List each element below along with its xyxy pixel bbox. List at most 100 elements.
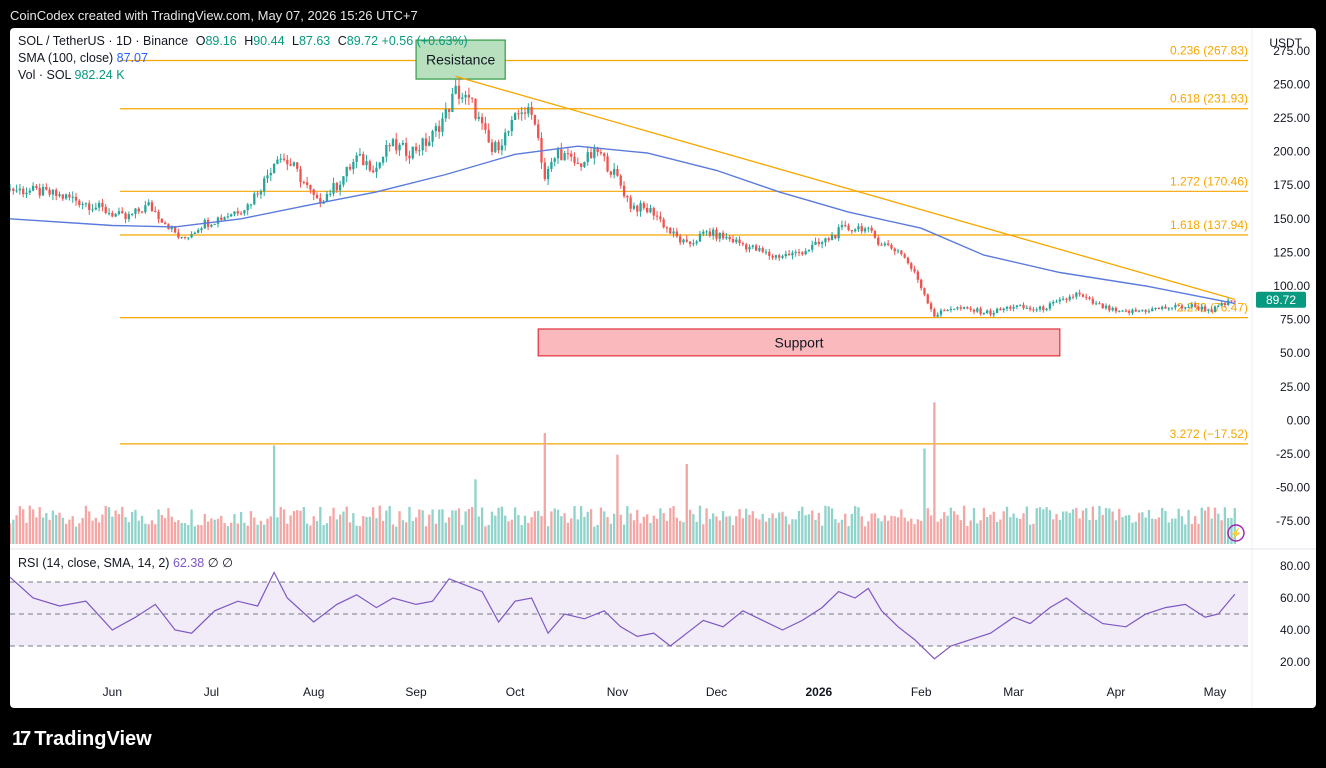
volume-bar xyxy=(279,507,282,544)
volume-bar xyxy=(956,514,959,544)
volume-bar xyxy=(309,525,312,544)
chart-frame[interactable]: 275.00 250.00 225.00 200.00 175.00 150.00 125.… xyxy=(10,28,1316,708)
candle-body xyxy=(758,248,761,251)
candle-body xyxy=(649,208,652,213)
candle-body xyxy=(365,161,368,166)
volume-bar xyxy=(10,523,12,544)
volume-bar xyxy=(880,521,883,544)
volume-bar xyxy=(226,526,230,544)
chart-canvas[interactable]: 275.00 250.00 225.00 200.00 175.00 150.00 125.… xyxy=(10,28,1316,708)
candle-body xyxy=(223,217,226,220)
candle-body xyxy=(266,175,269,179)
volume-bar xyxy=(140,515,144,544)
volume-bar xyxy=(764,521,768,544)
x-tick-label: Jun xyxy=(103,685,122,699)
candle-body xyxy=(157,211,160,220)
sma-line[interactable] xyxy=(10,145,1235,305)
tradingview-logo: 17 TradingView xyxy=(12,728,152,751)
volume-bar xyxy=(289,515,292,544)
candle-body xyxy=(1038,306,1042,310)
ohlc-close: 89.72 xyxy=(346,34,379,48)
candle-body xyxy=(791,252,794,256)
candle-body xyxy=(1114,307,1118,312)
candle-body xyxy=(10,188,12,190)
candle-body xyxy=(210,224,213,227)
candle-body xyxy=(939,310,943,315)
volume-bar xyxy=(319,506,322,544)
volume-bar xyxy=(1101,514,1104,544)
tradingview-logo-icon: 17 xyxy=(12,728,31,750)
volume-bar xyxy=(599,507,603,544)
candle-body xyxy=(1108,305,1111,311)
candle-body xyxy=(837,227,840,239)
volume-bar xyxy=(738,509,741,544)
volume-bar xyxy=(622,524,626,544)
candle-body xyxy=(553,158,556,162)
volume-bar xyxy=(405,522,408,544)
support-zone[interactable] xyxy=(537,328,1061,357)
candle-body xyxy=(170,226,173,230)
candle-body xyxy=(929,303,933,310)
candle-body xyxy=(784,253,787,257)
volume-bar xyxy=(896,517,900,544)
volume-bar xyxy=(299,510,302,544)
rsi-line[interactable] xyxy=(10,571,1236,660)
candle-body xyxy=(913,268,916,272)
candle-body xyxy=(299,168,302,183)
candle-body xyxy=(890,244,893,249)
y-tick-label: 150.00 xyxy=(1273,212,1310,226)
volume-bar xyxy=(619,514,622,544)
candle-body xyxy=(523,112,527,114)
volume-bar xyxy=(441,509,444,544)
volume-bar xyxy=(986,517,989,544)
candle-body xyxy=(834,234,837,239)
volume-bar xyxy=(966,526,969,544)
volume-bar xyxy=(837,522,840,544)
candle-body xyxy=(655,215,659,217)
candle-body xyxy=(603,153,606,157)
volume-bar xyxy=(586,511,589,544)
candle-body xyxy=(411,146,414,159)
candle-body xyxy=(923,288,926,295)
volume-bar xyxy=(81,517,84,544)
candle-body xyxy=(1170,307,1174,309)
volume-bar xyxy=(1085,508,1088,544)
candle-body xyxy=(130,213,134,215)
resistance-zone[interactable] xyxy=(415,39,506,80)
candle-body xyxy=(200,228,203,231)
resistance-trendline[interactable] xyxy=(455,75,1235,301)
candle-body xyxy=(1157,308,1161,310)
candle-body xyxy=(378,162,381,168)
volume-bar xyxy=(754,518,758,544)
candle-body xyxy=(41,186,45,196)
candle-body xyxy=(332,183,335,194)
candle-body xyxy=(1213,306,1217,313)
candle-body xyxy=(124,213,127,220)
candle-body xyxy=(61,194,64,199)
alert-lightning-icon[interactable] xyxy=(1227,524,1245,542)
volume-bar xyxy=(41,517,45,544)
volume-bar xyxy=(94,517,97,544)
sma-legend[interactable]: SMA (100, close) 87.07 xyxy=(18,51,148,65)
volume-bar xyxy=(286,523,289,544)
candle-body xyxy=(893,248,896,252)
candle-body xyxy=(949,308,953,311)
candle-body xyxy=(1184,307,1187,309)
volume-bar xyxy=(801,506,804,544)
volume-bar xyxy=(272,445,276,544)
candle-body xyxy=(728,236,731,240)
candle-body xyxy=(101,202,104,208)
candle-body xyxy=(517,113,520,115)
volume-bar xyxy=(589,509,593,544)
candle-body xyxy=(1167,308,1170,310)
volume-legend[interactable]: Vol · SOL 982.24 K xyxy=(18,68,125,82)
symbol-legend[interactable]: SOL / TetherUS · 1D · Binance O89.16 H90… xyxy=(18,34,468,48)
candle-body xyxy=(1098,303,1101,305)
volume-bar xyxy=(920,520,923,544)
candle-body xyxy=(289,164,292,166)
volume-bar xyxy=(282,509,286,544)
volume-bar xyxy=(418,509,421,544)
volume-bar xyxy=(612,513,616,544)
rsi-legend[interactable]: RSI (14, close, SMA, 14, 2) 62.38 ∅ ∅ xyxy=(18,555,233,570)
volume-bar xyxy=(124,517,127,544)
